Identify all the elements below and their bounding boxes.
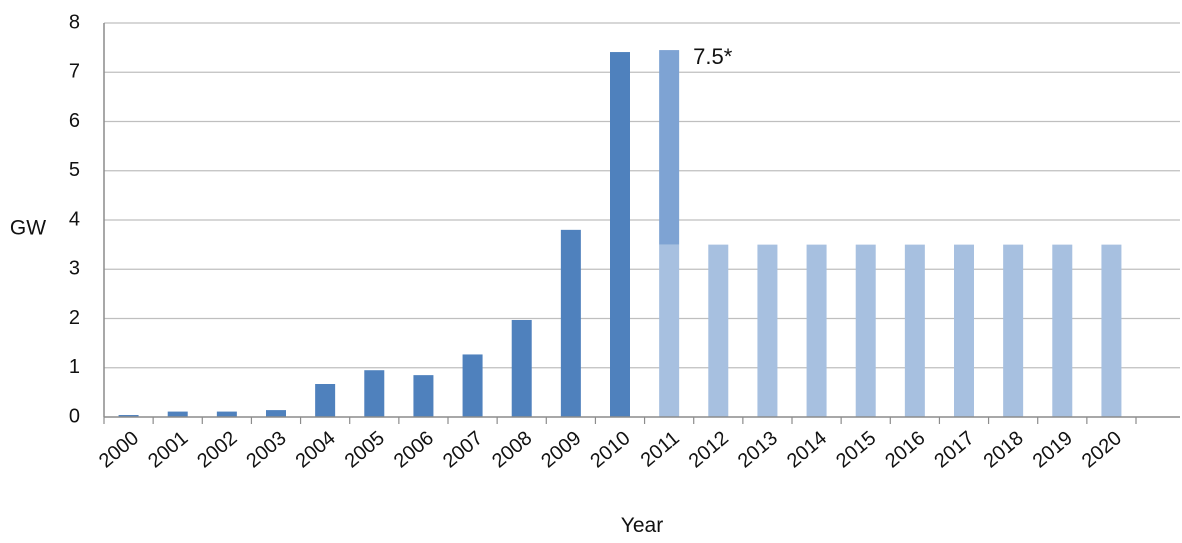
bar-2010-series1 — [610, 52, 630, 418]
x-tick-label: 2005 — [341, 427, 389, 472]
x-tick-label: 2008 — [488, 427, 536, 472]
bar-2020-series2 — [1101, 244, 1122, 417]
bar-2005-series1 — [364, 370, 385, 417]
x-tick-label: 2015 — [832, 427, 880, 472]
x-tick-label: 2016 — [881, 427, 929, 472]
y-tick-label: 3 — [69, 258, 80, 280]
bar-2018-series2 — [1003, 244, 1024, 417]
x-tick-labels: 2000 2001 2002 2003 2004 2005 2006 2007 2008 2009… — [95, 427, 1126, 472]
bar-2007-series1 — [462, 354, 483, 417]
y-tick-label: 5 — [69, 159, 80, 181]
axes — [103, 23, 1180, 424]
y-tick-label: 1 — [69, 356, 80, 378]
bar-2013-series2 — [757, 244, 778, 417]
x-tick-label: 2013 — [734, 427, 782, 472]
y-tick-label: 7 — [69, 61, 80, 83]
y-axis-label: GW — [10, 217, 46, 240]
y-tick-label: 2 — [69, 307, 80, 329]
bar-2017-series2 — [954, 244, 974, 417]
bar-2001-series1 — [167, 411, 188, 417]
bar-2016-series2 — [904, 244, 925, 417]
bar-2002-series1 — [216, 411, 237, 417]
x-tick-label: 2019 — [1029, 427, 1077, 472]
x-tick-label: 2011 — [637, 427, 684, 472]
y-tick-label: 8 — [69, 11, 80, 33]
x-tick-label: 2007 — [439, 427, 487, 472]
x-tick-label: 2003 — [242, 427, 290, 472]
gridlines — [104, 22, 1180, 369]
bar-2003-series1 — [266, 410, 286, 417]
x-tick-label: 2010 — [586, 427, 634, 472]
x-tick-label: 2017 — [930, 427, 978, 472]
bar-2014-series2 — [806, 244, 827, 417]
bar-2015-series2 — [855, 244, 876, 417]
x-tick-label: 2000 — [95, 427, 143, 472]
x-tick-label: 2001 — [144, 427, 192, 472]
annotations: 7.5* — [693, 44, 733, 69]
bar-2012-series2 — [708, 244, 729, 417]
x-tick-label: 2009 — [537, 427, 585, 472]
bar-2000-series1 — [118, 415, 139, 417]
x-tick-label: 2006 — [390, 427, 438, 472]
bar-2004-series1 — [315, 384, 336, 417]
x-tick-label: 2004 — [292, 427, 340, 472]
x-tick-label: 2014 — [783, 427, 831, 472]
bar-2009-series1 — [560, 229, 581, 417]
x-tick-label: 2012 — [685, 427, 733, 472]
y-tick-label: 0 — [69, 405, 80, 427]
y-tick-label: 4 — [69, 208, 80, 230]
x-tick-label: 2018 — [980, 427, 1028, 472]
bar-2006-series1 — [413, 375, 434, 417]
x-tick-label: 2002 — [193, 427, 241, 472]
bar-2008-series1 — [511, 319, 532, 417]
bar-2011-series2 — [659, 244, 680, 417]
data-label-annotation: 7.5* — [693, 44, 733, 69]
bars — [118, 50, 1122, 418]
x-axis-label: Year — [621, 514, 663, 537]
x-tick-label: 2020 — [1078, 427, 1126, 472]
bar-2019-series2 — [1052, 244, 1073, 417]
y-tick-label: 6 — [69, 110, 80, 132]
y-tick-labels: 0 1 2 3 4 5 6 7 8 — [69, 11, 80, 427]
bar-2011-series3 — [659, 50, 680, 245]
